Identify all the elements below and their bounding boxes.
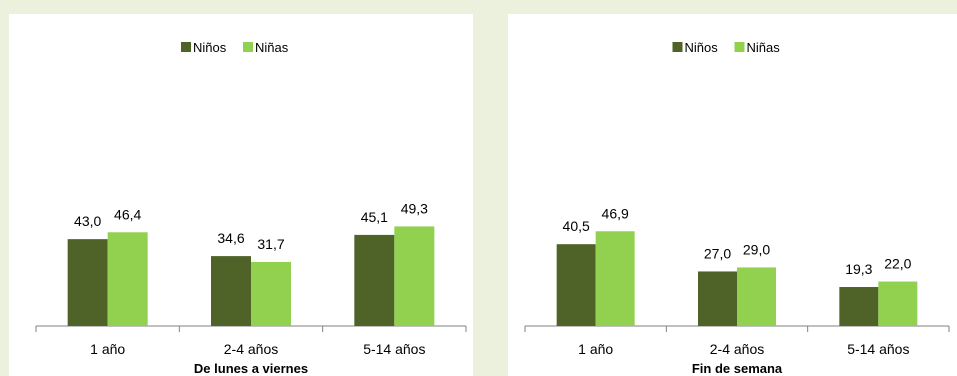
data-label: 40,5 <box>563 218 590 234</box>
bar-ninos-1 <box>698 271 737 326</box>
legend: Niños Niñas <box>181 40 289 55</box>
legend-label-ninas: Niñas <box>255 40 289 55</box>
data-labels: 43,0 46,4 34,6 31,7 45,1 49,3 <box>74 200 428 252</box>
bar-ninas-0 <box>595 231 635 326</box>
chart-panel-weekdays: Niños Niñas 43,0 46,4 34,6 31,7 45,1 49,3 1 año 2… <box>9 14 473 376</box>
x-tick-label: 2-4 años <box>224 341 278 357</box>
x-tick-label: 5-14 años <box>363 341 425 357</box>
x-tick-label: 1 año <box>578 341 613 357</box>
data-label: 43,0 <box>74 213 101 229</box>
bars <box>67 226 435 326</box>
legend-label-ninas: Niñas <box>747 40 781 55</box>
legend-swatch-ninas <box>243 42 253 52</box>
legend-label-ninos: Niños <box>685 40 719 55</box>
data-label: 46,9 <box>602 205 629 221</box>
legend: Niños Niñas <box>672 40 781 55</box>
legend-swatch-ninas <box>734 42 745 52</box>
data-label: 49,3 <box>401 200 428 216</box>
bar-ninas-1 <box>737 267 776 326</box>
data-label: 34,6 <box>217 230 244 246</box>
bars <box>556 231 918 326</box>
x-tick-label: 1 año <box>90 341 125 357</box>
legend-swatch-ninos <box>672 42 683 52</box>
bar-ninos-2 <box>354 234 395 326</box>
bar-ninos-0 <box>556 244 596 326</box>
chart-weekdays: Niños Niñas 43,0 46,4 34,6 31,7 45,1 49,3 1 año 2… <box>35 40 467 376</box>
legend-label-ninos: Niños <box>193 40 227 55</box>
chart-panel-weekend: Niños Niñas 40,5 46,9 27,0 29,0 19,3 22,0 1 año 2… <box>508 14 957 376</box>
bar-ninos-1 <box>211 256 251 326</box>
bar-ninas-2 <box>878 281 918 326</box>
data-labels: 40,5 46,9 27,0 29,0 19,3 22,0 <box>563 205 912 277</box>
x-axis-title: Fin de semana <box>692 361 783 376</box>
data-label: 29,0 <box>743 241 770 257</box>
data-label: 22,0 <box>884 256 911 272</box>
chart-weekend: Niños Niñas 40,5 46,9 27,0 29,0 19,3 22,0 1 año 2… <box>524 40 950 376</box>
bar-ninos-0 <box>67 239 108 326</box>
bar-ninos-2 <box>839 287 879 326</box>
data-label: 19,3 <box>845 261 872 277</box>
bar-ninas-2 <box>394 226 435 326</box>
data-label: 27,0 <box>704 245 731 261</box>
bar-ninas-1 <box>251 261 291 326</box>
bar-ninas-0 <box>107 232 148 326</box>
data-label: 45,1 <box>361 209 388 225</box>
x-tick-label: 5-14 años <box>847 341 909 357</box>
x-axis-title: De lunes a viernes <box>194 361 308 376</box>
data-label: 46,4 <box>114 206 141 222</box>
legend-swatch-ninos <box>181 42 191 52</box>
x-tick-label: 2-4 años <box>710 341 764 357</box>
data-label: 31,7 <box>257 236 284 252</box>
